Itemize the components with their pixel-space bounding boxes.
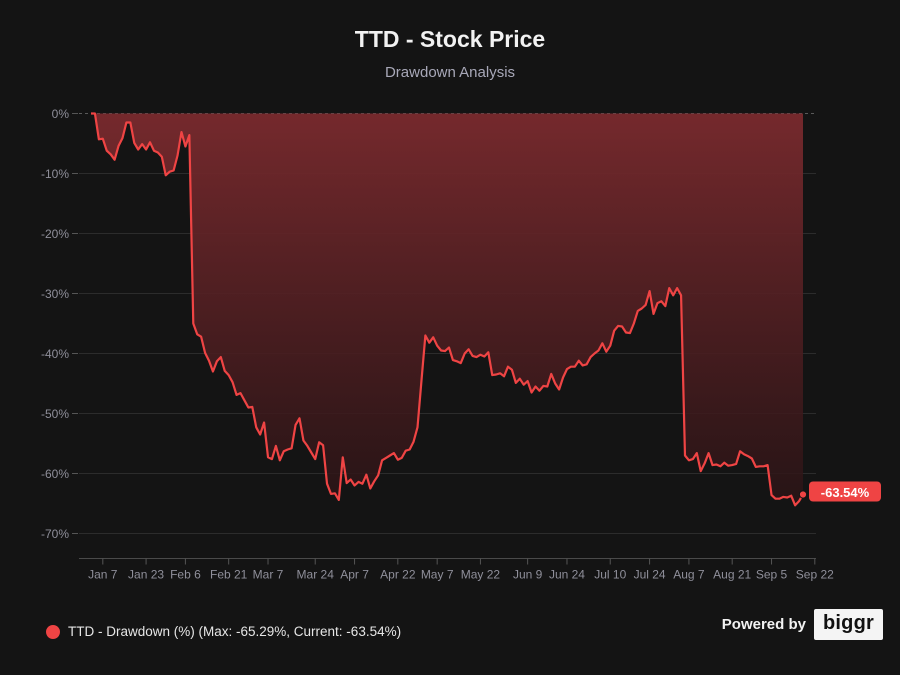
y-axis: 0% -10% -20% -30% -40% -50% -60% -70% xyxy=(41,107,78,541)
x-tick-label-15: Aug 21 xyxy=(713,568,751,582)
drawdown-line xyxy=(91,112,804,507)
x-tick-label-11: Jun 24 xyxy=(549,568,585,582)
chart-title: TTD - Stock Price xyxy=(354,26,546,52)
x-tick-label-17: Sep 22 xyxy=(796,568,834,582)
x-tick-label-14: Aug 7 xyxy=(673,568,705,582)
x-tick-label-8: May 7 xyxy=(421,568,454,582)
x-tick-label-16: Sep 5 xyxy=(756,568,788,582)
x-tick-label-0: Jan 7 xyxy=(88,568,118,582)
y-tick-label-6: -60% xyxy=(41,467,69,481)
x-tick-label-5: Mar 24 xyxy=(297,568,335,582)
current-point[interactable] xyxy=(798,490,808,499)
x-tick-label-2: Feb 6 xyxy=(170,568,201,582)
y-tick-label-0: 0% xyxy=(52,107,70,121)
x-tick-label-7: Apr 22 xyxy=(380,568,416,582)
y-tick-label-7: -70% xyxy=(41,527,69,541)
x-tick-label-6: Apr 7 xyxy=(340,568,369,582)
x-tick-label-9: May 22 xyxy=(461,568,501,582)
drawdown-area xyxy=(91,113,803,506)
legend[interactable]: TTD - Drawdown (%) (Max: -65.29%, Curren… xyxy=(46,624,401,639)
x-tick-label-13: Jul 24 xyxy=(634,568,666,582)
y-tick-label-3: -30% xyxy=(41,287,69,301)
legend-swatch xyxy=(46,624,60,639)
current-value-label: -63.54% xyxy=(821,485,870,500)
x-tick-label-10: Jun 9 xyxy=(513,568,543,582)
y-tick-label-1: -10% xyxy=(41,167,69,181)
y-tick-label-4: -40% xyxy=(41,347,69,361)
x-tick-label-12: Jul 10 xyxy=(594,568,626,582)
drawdown-area-group xyxy=(91,112,804,507)
x-tick-label-3: Feb 21 xyxy=(210,568,248,582)
powered-by-label: Powered by xyxy=(721,616,806,633)
current-marker-group: -63.54% xyxy=(798,481,881,502)
biggr-logo[interactable]: biggr xyxy=(814,609,883,640)
powered-by[interactable]: Powered by biggr xyxy=(722,609,883,640)
x-tick-label-1: Jan 23 xyxy=(128,568,164,582)
x-tick-label-4: Mar 7 xyxy=(253,568,284,582)
y-tick-label-5: -50% xyxy=(41,407,69,421)
chart-subtitle: Drawdown Analysis xyxy=(384,64,516,81)
current-value-badge xyxy=(809,481,881,502)
legend-label: TTD - Drawdown (%) (Max: -65.29%, Curren… xyxy=(68,624,402,639)
y-tick-label-2: -20% xyxy=(41,227,69,241)
x-axis: Jan 7 Jan 23 Feb 6 Feb 21 Mar 7 Mar 24 Apr 7 Ap… xyxy=(79,558,834,582)
